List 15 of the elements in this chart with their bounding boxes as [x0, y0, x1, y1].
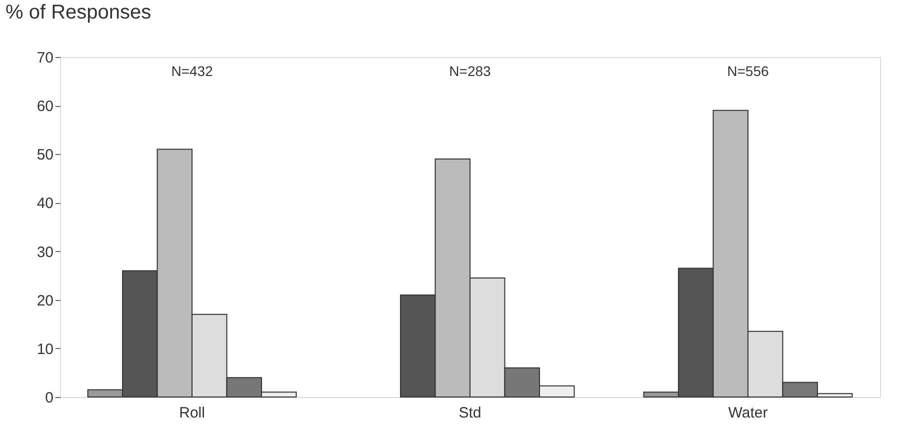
y-tick-label: 70 [36, 50, 54, 66]
y-tick-label: 60 [36, 98, 54, 116]
y-tick-label: 10 [36, 340, 54, 358]
x-tick-label: Water [728, 404, 768, 422]
annotation: N=556 [727, 63, 769, 79]
y-axis-title: % of Responses [6, 2, 152, 24]
y-tick-label: 0 [45, 390, 54, 406]
annotation: N=283 [449, 63, 492, 79]
y-tick-label: 50 [36, 146, 54, 164]
x-tick-label: Roll [179, 404, 205, 422]
y-tick-label: 30 [36, 244, 54, 261]
y-tick-label: 40 [36, 195, 54, 212]
y-tick-label: 20 [36, 292, 54, 310]
annotation: N=432 [171, 63, 214, 79]
x-tick-label: Std [458, 404, 482, 422]
